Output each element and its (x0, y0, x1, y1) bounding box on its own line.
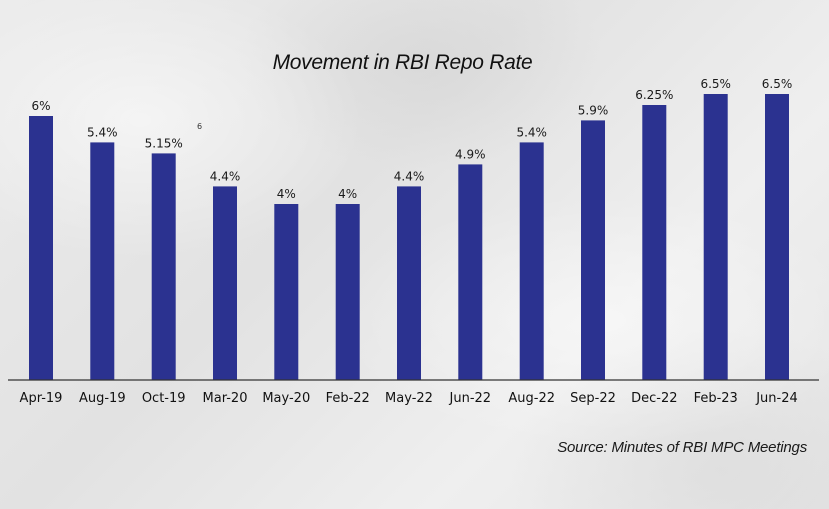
bar-dec-22 (642, 105, 667, 380)
value-label-oct-19: 5.15% (145, 136, 183, 150)
bar-mar-20 (213, 186, 237, 380)
category-label-apr-19: Apr-19 (20, 391, 63, 406)
bar-jun-24 (765, 94, 789, 380)
value-label-aug-22: 5.4% (516, 125, 547, 139)
bar-may-22 (397, 186, 421, 380)
value-label-aug-19: 5.4% (87, 125, 118, 139)
category-label-may-20: May-20 (262, 391, 310, 406)
value-label-jun-24: 6.5% (762, 77, 793, 91)
value-label-may-22: 4.4% (394, 169, 425, 183)
value-label-apr-19: 6% (31, 99, 50, 113)
bar-may-20 (274, 204, 299, 380)
bar-feb-22 (335, 204, 360, 380)
category-label-mar-20: Mar-20 (203, 391, 248, 406)
value-label-jun-22: 4.9% (455, 147, 486, 161)
category-label-jun-24: Jun-24 (755, 391, 798, 406)
chart-title: Movement in RBI Repo Rate (272, 51, 533, 74)
value-label-feb-23: 6.5% (700, 77, 731, 91)
source-note: Source: Minutes of RBI MPC Meetings (557, 439, 807, 456)
bar-feb-23 (703, 94, 728, 380)
stray-mark-text: 6 (197, 122, 202, 131)
bars-group (29, 94, 789, 381)
category-label-may-22: May-22 (385, 391, 433, 406)
category-label-feb-22: Feb-22 (326, 391, 370, 406)
bar-sep-22 (581, 120, 605, 381)
category-labels-group: Apr-19 Aug-19 Oct-19 Mar-20 May-20 Feb-22 May-… (20, 391, 798, 406)
value-label-mar-20: 4.4% (210, 169, 241, 183)
value-labels-group: 6% 5.4% 5.15% 4.4% 4% 4% 4.4% 4.9% 5.4% 5.9% 6.25%… (31, 77, 792, 201)
value-label-may-20: 4% (277, 187, 296, 201)
bar-apr-19 (29, 116, 53, 380)
category-label-feb-23: Feb-23 (694, 391, 738, 406)
category-label-dec-22: Dec-22 (631, 391, 677, 406)
value-label-feb-22: 4% (338, 187, 357, 201)
bar-aug-19 (90, 142, 115, 380)
value-label-sep-22: 5.9% (578, 103, 609, 117)
bar-oct-19 (151, 153, 176, 380)
value-label-dec-22: 6.25% (635, 88, 673, 102)
bar-jun-22 (458, 164, 483, 380)
category-label-oct-19: Oct-19 (142, 391, 186, 406)
category-label-aug-22: Aug-22 (508, 391, 555, 406)
bar-aug-22 (519, 142, 544, 380)
category-label-aug-19: Aug-19 (79, 391, 126, 406)
category-label-jun-22: Jun-22 (449, 391, 492, 406)
category-label-sep-22: Sep-22 (570, 391, 616, 406)
